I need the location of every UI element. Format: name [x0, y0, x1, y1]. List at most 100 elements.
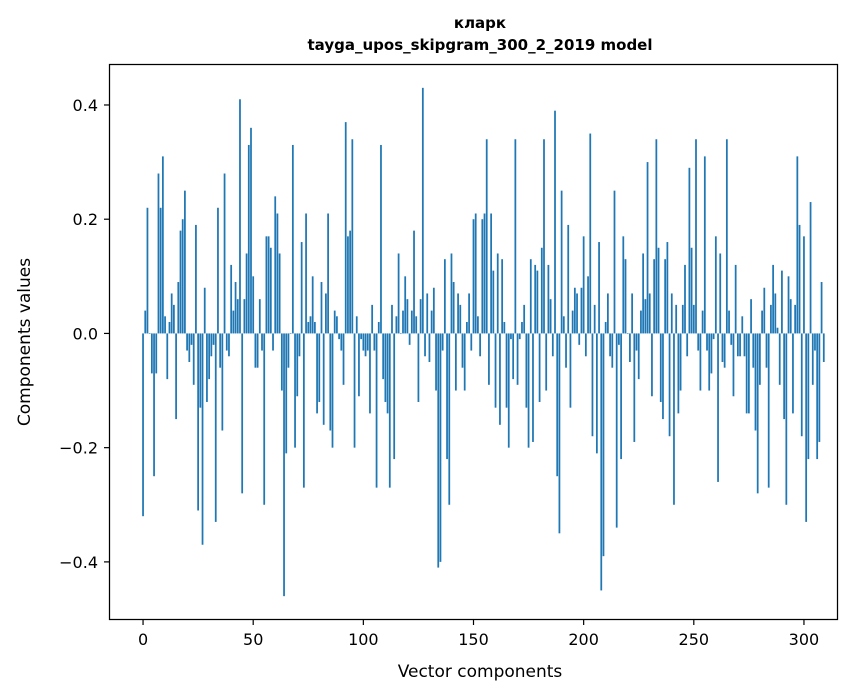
bar-component-305	[814, 333, 816, 351]
bar-component-180	[538, 333, 541, 402]
x-axis-ticks: 0 50 100 150 200 250 300	[138, 619, 819, 649]
bar-component-259	[712, 333, 715, 340]
bar-component-209	[602, 333, 605, 557]
bar-component-11	[166, 333, 169, 380]
bar-component-179	[536, 270, 539, 334]
bar-component-25	[197, 333, 199, 511]
bar-component-38	[225, 333, 228, 351]
bar-component-72	[300, 242, 303, 334]
bar-component-190	[560, 190, 563, 334]
bar-component-102	[366, 333, 369, 351]
bar-component-0	[142, 333, 144, 517]
x-tick-label: 150	[458, 630, 489, 649]
bar-component-54	[261, 333, 263, 351]
bar-component-9	[161, 156, 164, 334]
bar-component-255	[703, 156, 706, 334]
bar-component-216	[618, 333, 620, 345]
bar-component-122	[410, 310, 413, 334]
bar-component-227	[642, 253, 645, 334]
bar-component-184	[547, 264, 550, 334]
bar-component-40	[230, 264, 233, 334]
bar-component-254	[701, 310, 704, 334]
bar-component-288	[776, 327, 779, 334]
bar-component-70	[296, 333, 299, 397]
bar-component-13	[170, 293, 173, 334]
bar-component-192	[565, 333, 567, 368]
bar-component-32	[212, 333, 215, 345]
bar-component-171	[518, 333, 521, 340]
bar-component-107	[377, 322, 380, 334]
bar-component-145	[461, 333, 464, 368]
bar-component-112	[388, 333, 391, 488]
bar-component-238	[666, 242, 669, 334]
bar-component-308	[820, 282, 823, 334]
bar-component-239	[668, 333, 671, 437]
bar-component-124	[415, 316, 418, 334]
bar-component-95	[351, 139, 354, 334]
bar-component-278	[754, 333, 757, 431]
bar-component-121	[408, 333, 411, 345]
bar-component-168	[512, 333, 515, 380]
bar-component-273	[743, 333, 746, 357]
bar-component-225	[637, 333, 640, 380]
bar-component-75	[307, 322, 310, 334]
bar-component-2	[146, 207, 149, 334]
bar-component-256	[706, 333, 708, 351]
bar-component-87	[333, 310, 336, 334]
bar-component-143	[457, 293, 459, 334]
bar-component-170	[516, 333, 519, 385]
bar-component-279	[756, 333, 759, 494]
bar-component-220	[626, 333, 629, 335]
bar-component-293	[787, 276, 790, 334]
plot-area-frame	[108, 63, 839, 621]
bar-component-130	[428, 333, 431, 362]
bar-component-232	[653, 259, 656, 334]
bar-component-217	[620, 333, 622, 460]
bar-component-219	[624, 259, 627, 334]
bar-component-109	[382, 333, 385, 380]
bar-component-131	[430, 310, 433, 334]
bar-component-69	[294, 333, 296, 448]
bar-component-274	[745, 333, 748, 414]
bar-component-39	[228, 333, 230, 357]
bar-component-175	[527, 333, 530, 448]
bar-component-283	[765, 333, 768, 368]
bar-component-270	[736, 333, 739, 357]
bar-component-228	[644, 299, 647, 334]
bar-component-306	[816, 333, 819, 460]
bar-component-269	[734, 264, 737, 334]
bar-component-158	[490, 213, 492, 334]
bar-component-245	[681, 304, 684, 334]
bar-component-271	[739, 333, 741, 357]
bar-component-93	[347, 236, 349, 334]
bar-component-231	[651, 333, 653, 397]
bar-component-137	[443, 259, 446, 334]
bar-component-63	[280, 333, 283, 391]
bar-component-218	[622, 236, 625, 334]
bar-component-7	[157, 173, 160, 334]
bar-component-169	[514, 139, 517, 334]
bar-component-164	[503, 322, 506, 334]
bar-component-21	[188, 333, 191, 362]
bar-component-257	[708, 333, 711, 391]
bar-component-152	[477, 316, 479, 334]
bar-component-248	[688, 167, 691, 334]
bar-component-194	[569, 333, 572, 408]
bar-component-10	[164, 316, 166, 334]
bar-component-260	[714, 236, 717, 334]
bar-component-150	[472, 219, 475, 334]
bar-component-119	[404, 276, 407, 334]
bar-component-163	[501, 259, 504, 334]
bar-component-149	[470, 333, 473, 351]
bar-component-20	[186, 333, 188, 351]
bar-component-208	[600, 333, 603, 591]
bar-component-77	[311, 276, 314, 334]
bar-component-197	[576, 293, 578, 334]
bar-component-177	[532, 333, 534, 442]
bar-component-296	[794, 304, 797, 334]
bar-component-275	[748, 333, 750, 414]
bar-component-282	[763, 287, 766, 334]
bar-component-230	[648, 293, 651, 334]
bar-component-280	[759, 333, 761, 385]
